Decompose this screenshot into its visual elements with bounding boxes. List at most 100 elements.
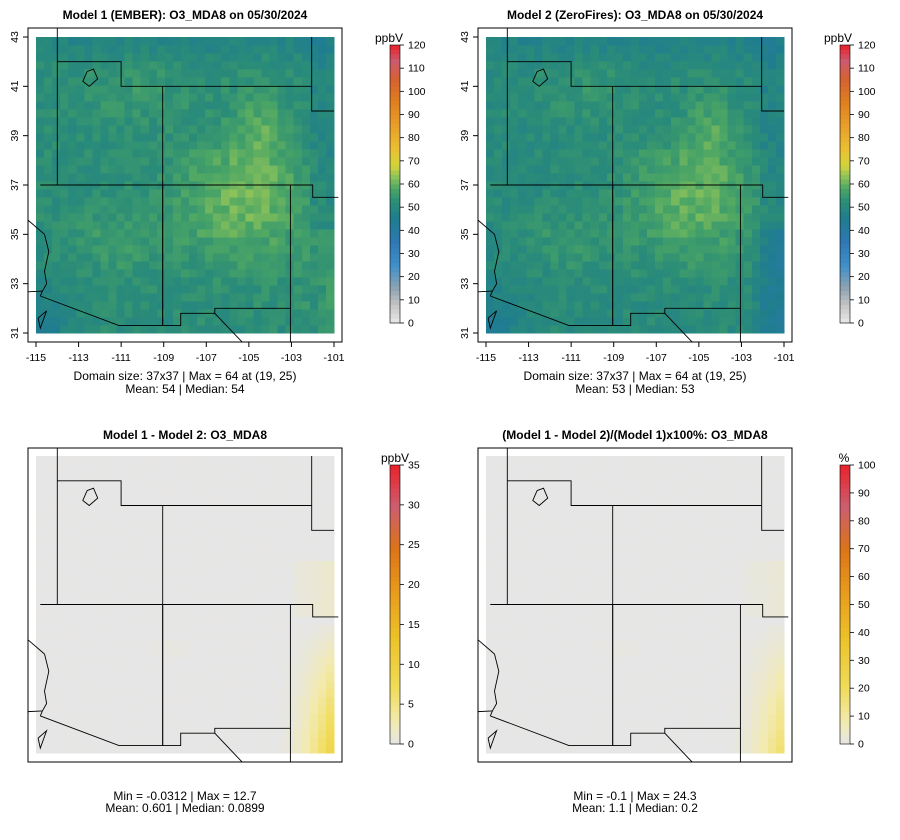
grid-cell: [285, 301, 295, 310]
grid-cell: [775, 53, 785, 62]
grid-cell: [542, 173, 551, 182]
grid-cell: [574, 189, 584, 198]
grid-cell: [245, 157, 254, 166]
grid-cell: [293, 77, 303, 86]
colorbar-swatch: [840, 123, 850, 129]
grid-cell: [325, 664, 335, 674]
grid-cell: [237, 480, 246, 489]
grid-cell: [189, 165, 198, 174]
grid-cell: [518, 101, 527, 110]
grid-cell: [309, 736, 319, 746]
grid-cell: [494, 261, 503, 270]
grid-cell: [245, 504, 254, 513]
grid-cell: [630, 325, 640, 334]
grid-cell: [92, 293, 101, 302]
grid-cell: [148, 133, 158, 142]
grid-cell: [767, 213, 777, 222]
grid-cell: [743, 285, 753, 294]
grid-cell: [213, 45, 222, 54]
grid-cell: [622, 253, 632, 262]
grid-cell: [711, 37, 720, 46]
grid-cell: [598, 157, 608, 166]
grid-cell: [671, 680, 680, 690]
grid-cell: [132, 528, 142, 537]
grid-cell: [108, 125, 117, 134]
grid-cell: [132, 560, 142, 569]
grid-cell: [518, 680, 527, 690]
grid-cell: [253, 261, 262, 270]
grid-cell: [84, 472, 93, 481]
grid-cell: [189, 229, 198, 238]
grid-cell: [639, 640, 648, 650]
grid-cell: [727, 61, 737, 70]
grid-cell: [253, 205, 262, 214]
grid-cell: [598, 285, 608, 294]
grid-cell: [727, 133, 737, 142]
grid-cell: [221, 149, 230, 158]
grid-cell: [197, 512, 206, 521]
grid-cell: [534, 141, 543, 150]
grid-cell: [52, 736, 61, 746]
colorbar-swatch: [840, 281, 850, 287]
grid-cell: [76, 293, 85, 302]
grid-cell: [92, 640, 101, 650]
grid-cell: [759, 77, 769, 86]
grid-cell: [140, 53, 150, 62]
colorbar-swatch: [840, 137, 850, 143]
grid-cell: [68, 77, 77, 86]
grid-cell: [671, 173, 680, 182]
grid-cell: [124, 245, 134, 254]
grid-cell: [606, 640, 616, 650]
grid-cell: [606, 149, 616, 158]
grid-cell: [663, 269, 672, 278]
grid-cell: [486, 197, 495, 206]
grid-cell: [518, 205, 527, 214]
grid-cell: [261, 520, 270, 529]
grid-cell: [518, 261, 527, 270]
grid-cell: [622, 213, 632, 222]
grid-cell: [301, 301, 311, 310]
grid-cell: [590, 85, 600, 94]
colorbar-tick-label: 120: [858, 40, 876, 52]
grid-cell: [622, 77, 632, 86]
grid-cell: [132, 317, 142, 326]
grid-cell: [711, 285, 720, 294]
grid-cell: [582, 245, 592, 254]
grid-cell: [108, 293, 117, 302]
grid-cell: [687, 696, 696, 706]
grid-cell: [647, 269, 656, 278]
grid-cell: [534, 173, 543, 182]
grid-cell: [574, 229, 584, 238]
grid-cell: [301, 664, 311, 674]
grid-cell: [590, 640, 600, 650]
grid-cell: [550, 245, 559, 254]
grid-cell: [229, 37, 238, 46]
grid-cell: [100, 213, 109, 222]
grid-cell: [44, 173, 53, 182]
colorbar-swatch: [840, 193, 850, 199]
grid-cell: [550, 109, 559, 118]
grid-cell: [325, 504, 335, 513]
grid-cell: [309, 237, 319, 246]
boundary-four-corners: [40, 604, 339, 618]
grid-cell: [205, 672, 214, 682]
grid-cell: [205, 696, 214, 706]
grid-cell: [663, 109, 672, 118]
grid-cell: [751, 704, 761, 714]
grid-cell: [221, 720, 230, 730]
grid-cell: [116, 229, 125, 238]
grid-cell: [751, 125, 761, 134]
grid-cell: [164, 197, 174, 206]
colorbar-units: ppbV: [375, 31, 403, 45]
grid-cell: [703, 77, 712, 86]
grid-cell: [703, 736, 712, 746]
grid-cell: [189, 45, 198, 54]
grid-cell: [639, 688, 648, 698]
grid-cell: [590, 101, 600, 110]
grid-cell: [622, 157, 632, 166]
grid-cell: [590, 325, 600, 334]
grid-cell: [671, 688, 680, 698]
grid-cell: [221, 261, 230, 270]
grid-cell: [550, 213, 559, 222]
grid-cell: [743, 293, 753, 302]
